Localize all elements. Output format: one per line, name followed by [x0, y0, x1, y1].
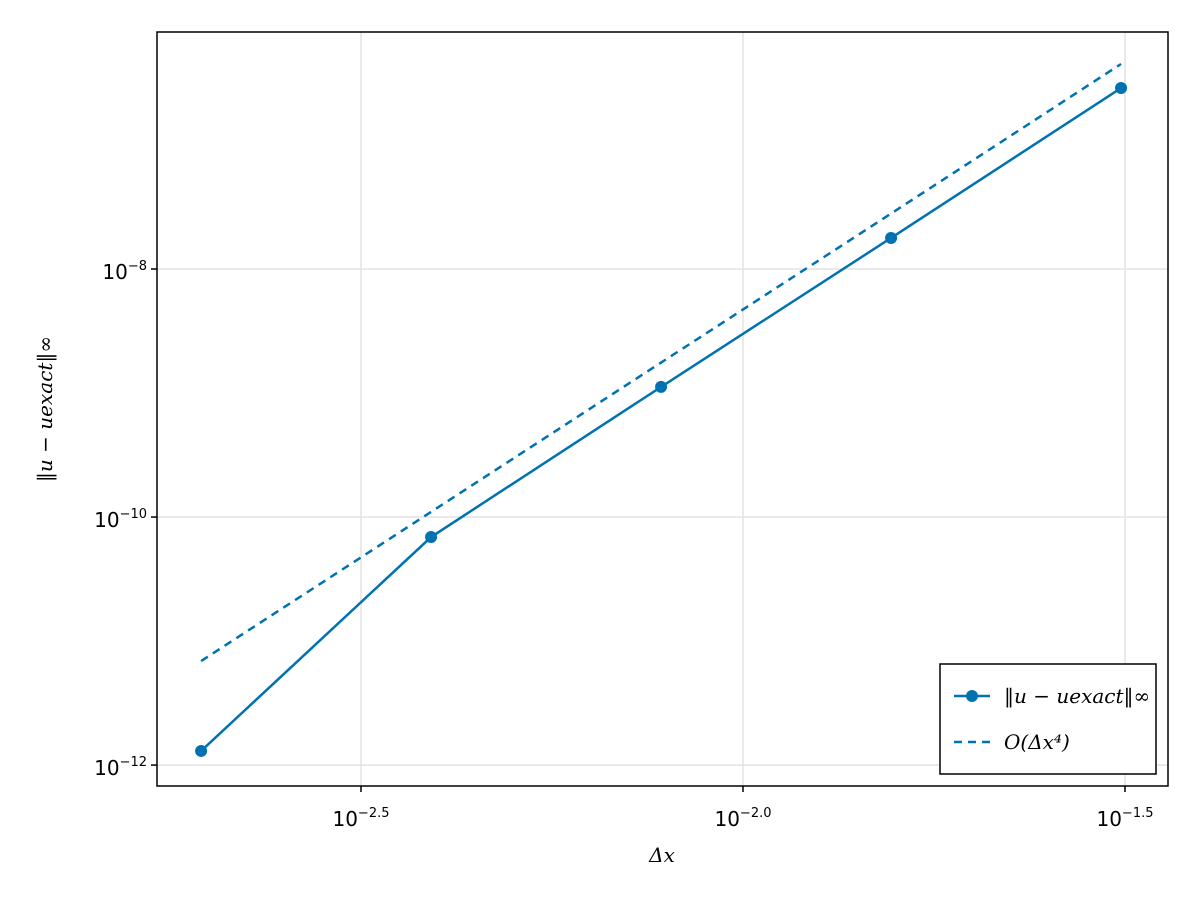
legend-label: O(Δx⁴): [1004, 730, 1070, 754]
tick-exponent: −1.5: [1122, 806, 1154, 821]
data-point: [1115, 82, 1128, 95]
legend-box: [939, 663, 1157, 775]
tick-exponent: −10: [120, 507, 147, 522]
y-axis-label: ‖u − uexact‖∞: [33, 336, 58, 482]
data-point: [655, 380, 668, 393]
tick-exponent: −12: [120, 755, 147, 770]
tick-base: 10: [714, 807, 739, 831]
data-point: [195, 744, 208, 757]
legend-label: ‖u − uexact‖∞: [1004, 684, 1150, 709]
tick-base: 10: [332, 807, 357, 831]
y-tick-label: 10−12: [94, 755, 147, 780]
x-tick-label: 10−2.0: [714, 806, 771, 831]
x-tick-label: 10−2.5: [332, 806, 389, 831]
legend-marker: [966, 690, 978, 702]
plot-frame: [156, 31, 1169, 787]
y-tick-label: 10−10: [94, 507, 147, 532]
tick-exponent: −2.5: [358, 806, 390, 821]
y-tick-label: 10−8: [102, 259, 147, 284]
tick-base: 10: [1096, 807, 1121, 831]
tick-exponent: −8: [128, 259, 147, 274]
x-tick-label: 10−1.5: [1096, 806, 1153, 831]
tick-base: 10: [94, 756, 119, 780]
data-point: [885, 231, 898, 244]
data-point: [425, 531, 438, 544]
tick-base: 10: [102, 260, 127, 284]
x-axis-label: Δx: [648, 843, 675, 867]
tick-exponent: −2.0: [740, 806, 772, 821]
tick-base: 10: [94, 508, 119, 532]
series-line: [200, 62, 1122, 663]
